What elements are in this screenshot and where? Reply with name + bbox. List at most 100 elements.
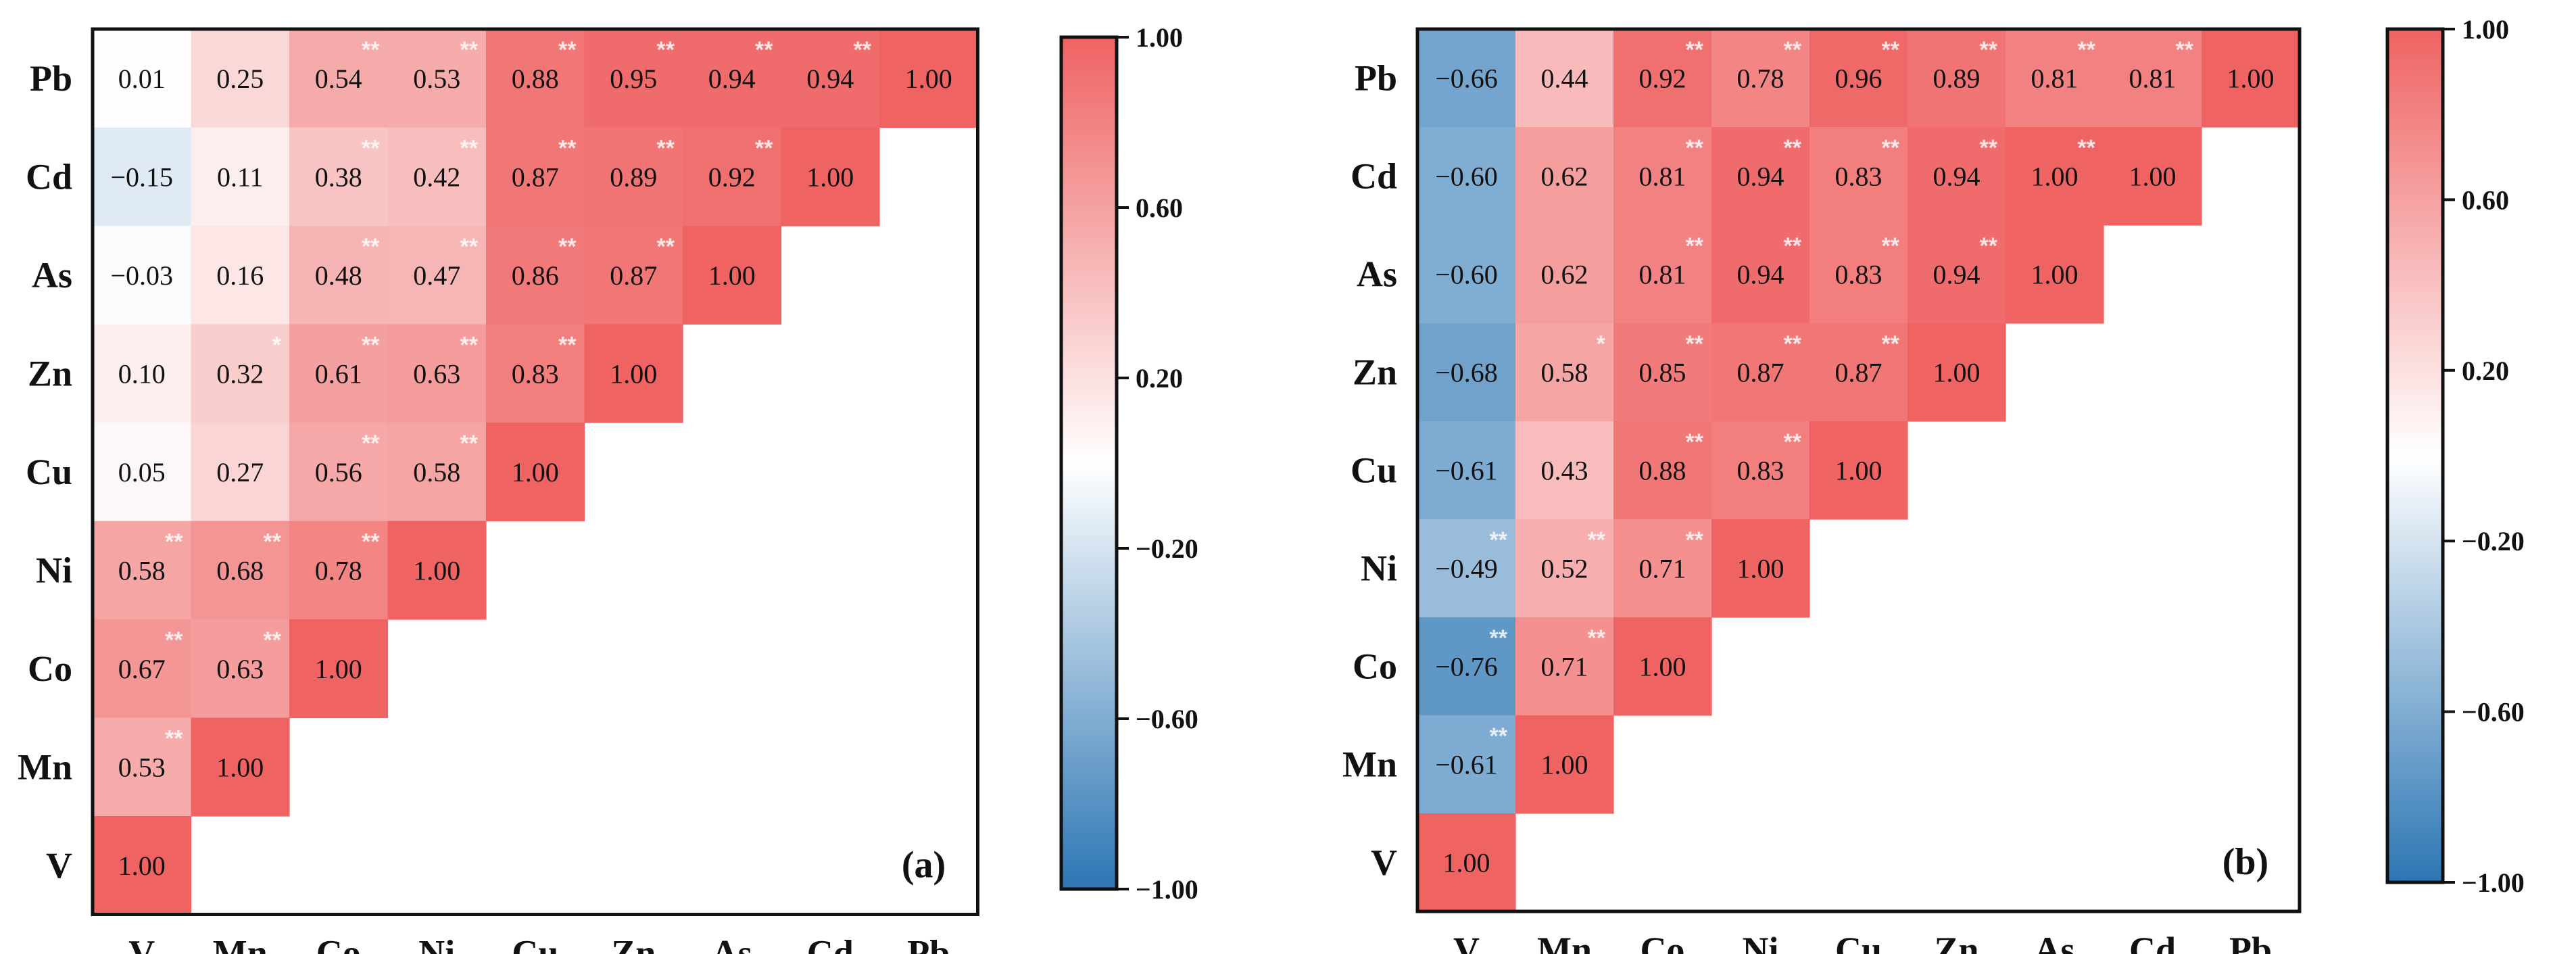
heatmap-cell (1809, 225, 1908, 324)
heatmap-cell (1515, 225, 1614, 324)
significance-marker: ** (362, 529, 380, 555)
heatmap-cell (1613, 617, 1712, 716)
cell-value-label: 0.71 (1639, 554, 1686, 584)
cell-value-label: 0.81 (2031, 64, 2079, 94)
cell-value-label: 1.00 (1639, 652, 1686, 682)
significance-marker: ** (1686, 429, 1704, 455)
y-tick-label: Zn (1353, 352, 1397, 393)
heatmap-cell (1515, 715, 1614, 814)
cell-value-label: 0.68 (216, 555, 264, 586)
cell-value-label: 0.89 (610, 162, 657, 192)
cell-value-label: 0.11 (217, 162, 264, 192)
colorbar-tick-label: 1.00 (1136, 22, 1183, 53)
significance-marker: ** (755, 136, 773, 162)
heatmap-cell (289, 226, 389, 325)
cell-value-label: 1.00 (708, 260, 756, 291)
heatmap-cell (683, 226, 782, 325)
significance-marker: ** (264, 529, 282, 555)
y-tick-label: Mn (1342, 744, 1397, 785)
cell-value-label: 1.00 (806, 162, 854, 192)
cell-value-label: 0.81 (2129, 64, 2177, 94)
heatmap-cell (1809, 127, 1908, 226)
heatmap-cell (289, 324, 389, 423)
cell-value-label: 0.87 (1737, 358, 1784, 388)
cell-value-label: 0.87 (610, 260, 657, 291)
heatmap-cell (1417, 127, 1516, 226)
significance-marker: ** (1588, 625, 1606, 651)
heatmap-cell (387, 226, 487, 325)
heatmap-cell (191, 423, 290, 522)
x-tick-label: Ni (1743, 930, 1779, 954)
colorbar-tick-label: −1.00 (1136, 874, 1198, 905)
cell-value-label: 0.52 (1541, 554, 1588, 584)
cell-value-label: 0.86 (512, 260, 559, 291)
cell-value-label: −0.60 (1435, 162, 1498, 192)
heatmap-cell (683, 127, 782, 226)
significance-marker: ** (1686, 527, 1704, 553)
significance-marker: ** (2176, 37, 2194, 63)
significance-marker: ** (362, 431, 380, 456)
cell-value-label: 0.96 (1835, 64, 1882, 94)
heatmap-cell (387, 324, 487, 423)
cell-value-label: 0.83 (1835, 162, 1882, 192)
cell-value-label: 0.83 (512, 358, 559, 389)
heatmap-cell (2202, 29, 2300, 128)
heatmap-cell (93, 29, 192, 128)
heatmap-cell (289, 521, 389, 620)
heatmap-cell (879, 29, 979, 128)
heatmap-cell (93, 127, 192, 226)
heatmap-cell (93, 717, 192, 817)
cell-value-label: −0.15 (110, 162, 173, 192)
cell-value-label: 0.53 (118, 752, 166, 782)
colorbar-tick-label: 0.20 (1136, 363, 1183, 393)
cell-value-label: 0.56 (315, 457, 362, 487)
significance-marker: ** (1784, 37, 1802, 63)
heatmap-cell (1613, 29, 1712, 128)
heatmap-cell (387, 423, 487, 522)
y-tick-label: Pb (30, 58, 72, 99)
cell-value-label: 0.48 (315, 260, 362, 291)
cell-value-label: 0.81 (1639, 162, 1686, 192)
y-tick-label: Cd (1351, 156, 1397, 197)
y-tick-label: As (1357, 254, 1397, 295)
heatmap-cell (584, 324, 683, 423)
significance-marker: ** (1490, 527, 1508, 553)
cell-value-label: 0.94 (708, 64, 756, 94)
significance-marker: ** (165, 726, 183, 752)
heatmap-cell (584, 127, 683, 226)
cell-value-label: −0.68 (1435, 358, 1498, 388)
significance-marker: ** (362, 234, 380, 260)
heatmap-cell (1515, 421, 1614, 520)
significance-marker: ** (558, 37, 577, 63)
cell-value-label: 1.00 (2031, 260, 2079, 290)
heatmap-cell (486, 423, 585, 522)
heatmap-cell (1907, 225, 2006, 324)
y-tick-label: V (1371, 842, 1397, 883)
cell-value-label: 0.58 (1541, 358, 1588, 388)
colorbar-tick-label: 0.20 (2462, 356, 2509, 386)
cell-value-label: 1.00 (216, 752, 264, 782)
cell-value-label: 0.92 (708, 162, 756, 192)
heatmap-cell (1907, 127, 2006, 226)
significance-marker: ** (558, 136, 577, 162)
heatmap-cell (289, 127, 389, 226)
x-tick-label: Zn (611, 933, 656, 954)
x-tick-label: Cu (512, 933, 558, 954)
heatmap-cell (191, 717, 290, 817)
significance-marker: * (272, 333, 282, 358)
cell-value-label: 0.88 (512, 64, 559, 94)
heatmap-cell (1417, 715, 1516, 814)
cell-value-label: 0.32 (216, 358, 264, 389)
cell-value-label: 0.94 (1737, 260, 1784, 290)
y-tick-label: Co (28, 648, 72, 689)
cell-value-label: 0.92 (1639, 64, 1686, 94)
y-tick-label: Ni (1361, 548, 1397, 589)
cell-value-label: 1.00 (905, 64, 952, 94)
cell-value-label: 0.81 (1639, 260, 1686, 290)
heatmap-cell (486, 324, 585, 423)
y-tick-label: Cu (26, 452, 72, 492)
cell-value-label: 0.94 (1933, 260, 1980, 290)
significance-marker: ** (1686, 37, 1704, 63)
significance-marker: ** (460, 136, 479, 162)
